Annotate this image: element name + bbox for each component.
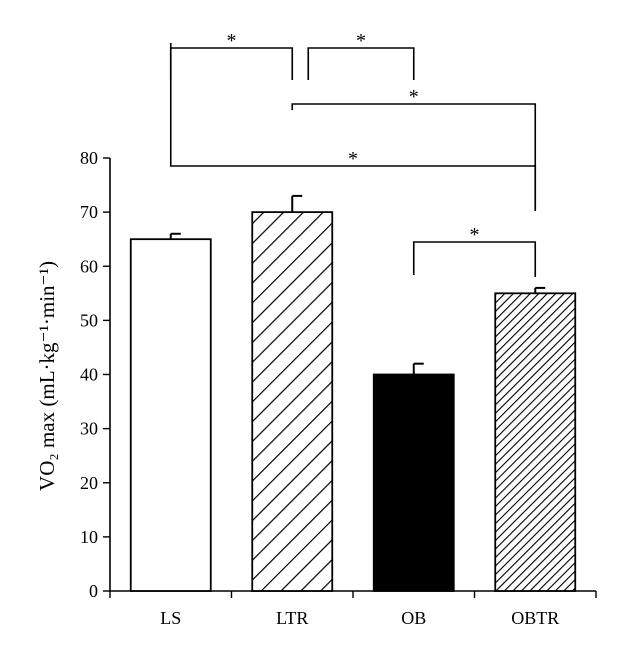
significance-star: * [470,224,480,246]
significance-star: * [348,148,358,170]
x-tick-label: OBTR [511,608,559,628]
significance-bracket [307,47,415,80]
significance-brackets: * * * * * [169,30,537,277]
y-tick-label: 80 [80,148,98,168]
y-tick-label: 10 [80,527,98,547]
y-tick-label: 30 [80,419,98,439]
bar-ls [129,238,212,592]
significance-star: * [409,86,419,108]
y-tick-label: 70 [80,202,98,222]
bar-ltr [251,211,334,592]
significance-bracket [169,43,537,211]
y-tick-label: 50 [80,310,98,330]
axes: 0 10 20 30 40 50 60 70 80 LS LTR OB OBTR [80,148,597,628]
y-tick-label: 20 [80,473,98,493]
x-tick-label: LTR [276,608,308,628]
y-tick-label: 0 [89,581,98,601]
x-tick-label: LS [160,608,181,628]
y-tick-label: 40 [80,365,98,385]
x-tick-label: OB [401,608,426,628]
significance-bracket [169,47,294,80]
bar-obtr [494,292,577,592]
significance-bracket [291,103,537,209]
y-tick-label: 60 [80,256,98,276]
significance-bracket [412,241,537,277]
y-axis-label: VO₂ max (mL·kg⁻¹·min⁻¹) [35,261,59,491]
bar-ob [372,373,455,592]
significance-star: * [356,30,366,52]
bars [129,194,577,592]
significance-star: * [227,30,237,52]
